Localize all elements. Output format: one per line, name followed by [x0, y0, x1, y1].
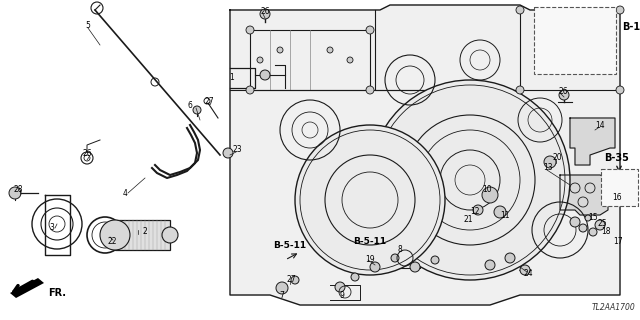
Circle shape [431, 256, 439, 264]
Text: 16: 16 [612, 194, 622, 203]
Text: 26: 26 [82, 149, 92, 158]
Text: 21: 21 [463, 215, 473, 225]
Text: 19: 19 [365, 255, 375, 265]
Text: 17: 17 [613, 236, 623, 245]
Polygon shape [560, 175, 608, 215]
Circle shape [327, 47, 333, 53]
FancyBboxPatch shape [534, 7, 616, 74]
Circle shape [347, 57, 353, 63]
Circle shape [260, 70, 270, 80]
Circle shape [595, 220, 605, 230]
Text: 2: 2 [143, 228, 147, 236]
Circle shape [616, 6, 624, 14]
Text: 14: 14 [595, 122, 605, 131]
Circle shape [505, 253, 515, 263]
Text: 26: 26 [260, 7, 270, 17]
Circle shape [585, 215, 591, 221]
Text: 6: 6 [188, 101, 193, 110]
Text: B-35: B-35 [604, 153, 629, 163]
Text: FR.: FR. [48, 288, 66, 298]
Polygon shape [570, 118, 615, 165]
Bar [115, 220, 170, 250]
Circle shape [335, 282, 345, 292]
Circle shape [193, 106, 201, 114]
Text: 10: 10 [482, 186, 492, 195]
Circle shape [616, 86, 624, 94]
Polygon shape [230, 5, 620, 305]
Text: 26: 26 [558, 87, 568, 97]
Circle shape [100, 220, 130, 250]
Text: 22: 22 [108, 237, 116, 246]
Text: 27: 27 [286, 275, 296, 284]
Circle shape [516, 86, 524, 94]
Circle shape [494, 206, 506, 218]
Circle shape [223, 148, 233, 158]
FancyBboxPatch shape [601, 169, 638, 206]
Text: 12: 12 [470, 207, 480, 217]
Text: B-5-11: B-5-11 [353, 237, 387, 246]
Circle shape [246, 86, 254, 94]
Circle shape [9, 187, 21, 199]
Circle shape [291, 276, 299, 284]
Text: 4: 4 [123, 188, 127, 197]
Text: 11: 11 [500, 211, 509, 220]
Circle shape [366, 26, 374, 34]
Circle shape [570, 217, 580, 227]
Circle shape [366, 86, 374, 94]
Text: 27: 27 [204, 98, 214, 107]
Circle shape [370, 80, 570, 280]
Text: 9: 9 [340, 291, 344, 300]
Circle shape [473, 205, 483, 215]
Polygon shape [10, 278, 44, 298]
Circle shape [589, 228, 597, 236]
Text: 1: 1 [230, 73, 234, 82]
Text: 18: 18 [601, 228, 611, 236]
Circle shape [370, 262, 380, 272]
Circle shape [410, 262, 420, 272]
Text: 8: 8 [397, 245, 403, 254]
Circle shape [544, 156, 556, 168]
Text: TL2AA1700: TL2AA1700 [591, 303, 635, 312]
Circle shape [579, 224, 587, 232]
Circle shape [246, 26, 254, 34]
Circle shape [351, 273, 359, 281]
Text: 28: 28 [13, 185, 23, 194]
Text: 15: 15 [588, 213, 598, 222]
Text: 7: 7 [280, 291, 284, 300]
Circle shape [276, 282, 288, 294]
Circle shape [520, 265, 530, 275]
Text: 23: 23 [232, 146, 242, 155]
Text: B-5-11: B-5-11 [273, 241, 307, 250]
Text: 20: 20 [552, 154, 562, 163]
Text: 3: 3 [49, 223, 54, 233]
Circle shape [391, 254, 399, 262]
Circle shape [516, 6, 524, 14]
Text: 24: 24 [523, 268, 533, 277]
Circle shape [485, 260, 495, 270]
Circle shape [257, 57, 263, 63]
Circle shape [162, 227, 178, 243]
Text: B-17-30: B-17-30 [622, 22, 640, 32]
Circle shape [295, 125, 445, 275]
Circle shape [559, 90, 569, 100]
Circle shape [277, 47, 283, 53]
Text: 13: 13 [543, 164, 553, 172]
Circle shape [260, 9, 270, 19]
Text: 25: 25 [597, 220, 607, 228]
Circle shape [482, 187, 498, 203]
Text: 5: 5 [86, 20, 90, 29]
